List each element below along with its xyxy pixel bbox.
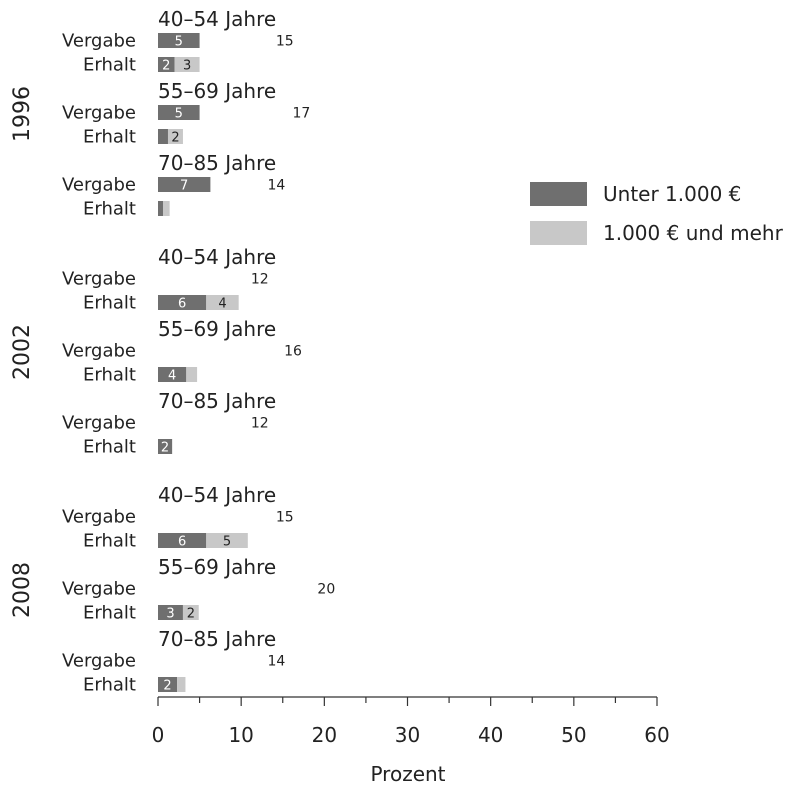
segment-value-label: 7 [180,179,188,194]
age-group-label: 70–85 Jahre [158,627,276,651]
segment-value-label: 5 [223,535,231,550]
bar-segment-under-1000 [158,295,207,310]
bar-segment-under-1000 [158,57,175,72]
year-label: 1996 [10,86,35,142]
x-tick-label: 10 [228,723,253,747]
segment-value-label: 6 [178,535,186,550]
row-label: Vergabe [62,103,136,124]
segment-value-label: 5 [175,35,183,50]
bar-segment-under-1000 [158,605,183,620]
bar-segment-under-1000 [158,129,168,144]
total-value-label: 14 [268,178,286,194]
row-label: Erhalt [83,199,136,220]
age-group-label: 55–69 Jahre [158,555,276,579]
age-group-label: 55–69 Jahre [158,79,276,103]
age-group-label: 40–54 Jahre [158,245,276,269]
bar-segment-1000-plus [186,367,198,382]
row-label: Vergabe [62,175,136,196]
bar-segment-under-1000 [158,439,173,454]
x-tick-label: 20 [312,723,337,747]
total-value-label: 14 [268,654,286,670]
x-tick-label: 30 [395,723,420,747]
segment-value-label: 6 [178,297,186,312]
bar-segment-under-1000 [158,177,211,192]
age-group-label: 40–54 Jahre [158,7,276,31]
legend-label: Unter 1.000 € [603,182,741,206]
bar-segment-under-1000 [158,533,207,548]
legend-label: 1.000 € und mehr [603,221,784,245]
segment-value-label: 3 [166,607,174,622]
row-label: Erhalt [83,365,136,386]
legend: Unter 1.000 € 1.000 € und mehr [530,182,784,245]
legend-swatch [530,182,587,206]
row-label: Vergabe [62,507,136,528]
x-tick-label: 50 [561,723,586,747]
segment-value-label: 2 [161,441,169,456]
segment-value-label: 5 [175,107,183,122]
bar-segment-1000-plus [206,533,248,548]
bar-segment-under-1000 [158,105,200,120]
bar-segment-1000-plus [167,129,183,144]
year-label: 2008 [10,562,35,618]
total-value-label: 20 [317,582,335,598]
row-label: Erhalt [83,437,136,458]
bar-segment-under-1000 [158,201,163,216]
segment-value-label: 2 [163,679,171,694]
total-value-label: 16 [284,344,302,360]
bar-segment-1000-plus [182,605,199,620]
x-tick-label: 60 [644,723,669,747]
x-axis: 0 10 20 30 40 50 60 Prozent [152,696,670,786]
age-group-label: 55–69 Jahre [158,317,276,341]
row-label: Vergabe [62,31,136,52]
row-label: Erhalt [83,675,136,696]
row-label: Vergabe [62,579,136,600]
x-axis-title: Prozent [370,762,445,786]
x-tick-label: 0 [152,723,165,747]
bar-segment-1000-plus [162,201,170,216]
row-label: Erhalt [83,531,136,552]
bars-layer [158,33,248,692]
bar-segment-1000-plus [206,295,239,310]
segment-value-label: 4 [168,369,176,384]
age-group-label: 70–85 Jahre [158,389,276,413]
row-label: Erhalt [83,55,136,76]
segment-value-label: 2 [162,59,170,74]
row-label: Vergabe [62,269,136,290]
row-label: Vergabe [62,341,136,362]
total-value-label: 15 [276,34,294,50]
total-value-label: 17 [292,106,310,122]
row-label: Vergabe [62,413,136,434]
segment-value-label: 4 [218,297,226,312]
total-value-label: 12 [251,272,269,288]
row-label: Vergabe [62,651,136,672]
x-tick-label: 40 [478,723,503,747]
bar-segment-under-1000 [158,677,178,692]
row-label: Erhalt [83,293,136,314]
segment-value-label: 3 [183,59,191,74]
total-value-label: 12 [251,416,269,432]
age-group-label: 40–54 Jahre [158,483,276,507]
row-label: Erhalt [83,127,136,148]
legend-swatch [530,221,587,245]
bar-segment-1000-plus [177,677,186,692]
bar-segment-under-1000 [158,33,200,48]
bar-segment-under-1000 [158,367,187,382]
row-label: Erhalt [83,603,136,624]
age-group-label: 70–85 Jahre [158,151,276,175]
segment-value-label: 2 [187,607,195,622]
total-value-label: 15 [276,510,294,526]
segment-value-label: 2 [171,131,179,146]
bar-segment-1000-plus [174,57,200,72]
year-label: 2002 [10,324,35,380]
